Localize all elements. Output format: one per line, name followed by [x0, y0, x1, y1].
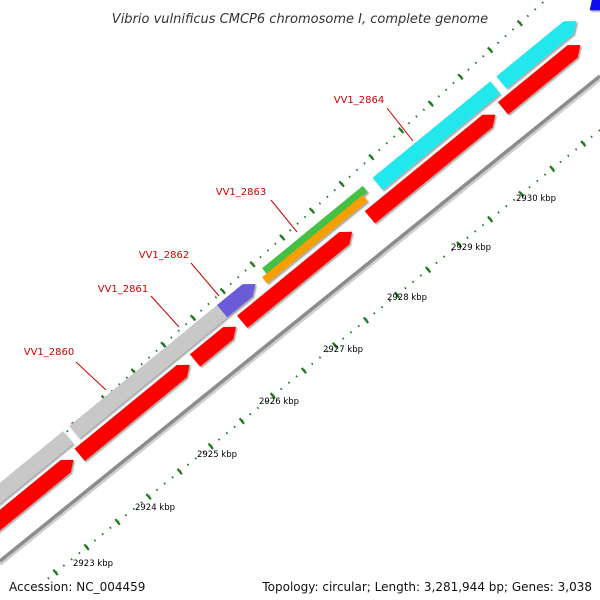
- outer-tick-7: [219, 287, 226, 295]
- kbp-label-2926: 2926 kbp: [259, 397, 299, 407]
- backbone: [0, 74, 600, 566]
- kbp-label-2929: 2929 kbp: [451, 243, 491, 253]
- gene-green-vv1-2863[interactable]: [262, 185, 368, 275]
- kbp-label-2928: 2928 kbp: [387, 293, 427, 303]
- backbone-line: [0, 74, 600, 563]
- outer-tick-12: [368, 153, 375, 161]
- outer-tick-16: [486, 46, 494, 54]
- gene-blue[interactable]: [589, 0, 600, 11]
- outer-tick-13: [397, 127, 405, 134]
- inner-tick-1: [83, 543, 90, 551]
- gene-cyan-1[interactable]: [372, 81, 501, 191]
- inner-major-ticks: [52, 140, 587, 576]
- inner-tick-15: [518, 190, 525, 198]
- inner-scale-dots: [39, 129, 600, 586]
- gene-label-vv1-2864[interactable]: VV1_2864: [334, 95, 385, 106]
- label-leaders: [75, 107, 414, 391]
- cds-red-6[interactable]: [497, 45, 581, 115]
- gene-cyan-2[interactable]: [496, 21, 577, 89]
- outer-scale: [0, 0, 548, 493]
- leader-vv1-2862: [190, 262, 220, 297]
- inner-tick-4: [176, 468, 183, 475]
- gene-label-vv1-2863[interactable]: VV1_2863: [216, 187, 267, 198]
- outer-tick-11: [338, 180, 345, 188]
- gene-grey-2[interactable]: [69, 305, 228, 439]
- gene-label-vv1-2860[interactable]: VV1_2860: [24, 347, 75, 358]
- map-title: Vibrio vulnificus CMCP6 chromosome I, co…: [112, 12, 488, 27]
- inner-tick-12: [424, 266, 432, 274]
- cds-red-5[interactable]: [364, 114, 496, 224]
- inner-tick-10: [362, 316, 370, 324]
- reverse-strand-features: [0, 45, 581, 545]
- outer-tick-15: [457, 73, 464, 81]
- leader-vv1-2861: [150, 295, 180, 328]
- cds-red-4[interactable]: [237, 231, 353, 328]
- genome-summary-text: Topology: circular; Length: 3,281,944 bp…: [262, 580, 592, 594]
- forward-strand-features: [0, 0, 600, 518]
- gene-label-vv1-2861[interactable]: VV1_2861: [98, 284, 149, 295]
- inner-tick-17: [580, 140, 587, 147]
- gene-purple-vv1-2862[interactable]: [217, 284, 256, 318]
- inner-tick-9: [331, 342, 338, 349]
- outer-tick-10: [308, 207, 316, 215]
- kbp-label-2923: 2923 kbp: [73, 559, 113, 569]
- cds-red-2[interactable]: [74, 364, 190, 461]
- outer-major-ticks: [11, 19, 524, 482]
- gene-orange-vv1-2863[interactable]: [262, 194, 368, 284]
- inner-tick-11: [393, 291, 401, 299]
- accession-text: Accession: NC_004459: [9, 580, 146, 594]
- kbp-label-2925: 2925 kbp: [197, 450, 237, 460]
- kbp-label-2924: 2924 kbp: [135, 503, 175, 513]
- inner-tick-5: [207, 442, 214, 450]
- backbone-shadow: [0, 77, 600, 566]
- inner-tick-14: [487, 215, 494, 223]
- inner-tick-6: [238, 417, 245, 425]
- gene-label-vv1-2862[interactable]: VV1_2862: [139, 250, 190, 261]
- inner-tick-0: [52, 569, 59, 576]
- inner-tick-2: [114, 518, 121, 526]
- outer-tick-5: [160, 341, 167, 349]
- cds-red-1[interactable]: [0, 459, 74, 545]
- inner-tick-16: [549, 165, 556, 173]
- outer-tick-17: [516, 19, 524, 27]
- gene-grey-1[interactable]: [0, 431, 74, 518]
- inner-tick-8: [300, 367, 307, 374]
- leader-vv1-2864: [386, 107, 414, 142]
- leader-vv1-2863: [270, 199, 298, 233]
- kbp-label-2927: 2927 kbp: [323, 345, 363, 355]
- kbp-label-2930: 2930 kbp: [516, 194, 556, 204]
- inner-tick-13: [456, 241, 463, 248]
- inner-scale: [39, 129, 600, 586]
- outer-tick-9: [279, 234, 286, 241]
- inner-tick-7: [269, 392, 276, 400]
- cds-red-3[interactable]: [189, 326, 236, 367]
- gene-labels: VV1_2860 VV1_2861 VV1_2862 VV1_2863 VV1_…: [24, 95, 385, 358]
- outer-tick-6: [189, 314, 197, 322]
- outer-tick-8: [249, 260, 256, 268]
- outer-tick-14: [427, 100, 434, 107]
- leader-vv1-2860: [75, 361, 107, 391]
- kbp-labels: 2923 kbp 2924 kbp 2925 kbp 2926 kbp 2927…: [73, 194, 556, 569]
- inner-tick-3: [145, 493, 152, 501]
